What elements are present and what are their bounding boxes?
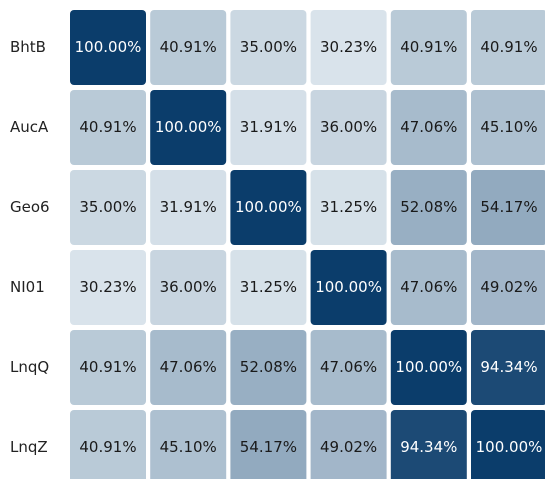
heatmap-cell [471, 410, 545, 479]
row-label: BhtB [10, 38, 46, 56]
heatmap-cell [390, 10, 467, 85]
cell-label: 54.17% [480, 198, 537, 216]
cell-label: 35.00% [240, 38, 297, 56]
heatmap-cell [230, 90, 307, 165]
heatmap-cell [150, 170, 227, 245]
heatmap-cell [230, 250, 307, 325]
heatmap-cell [390, 250, 467, 325]
heatmap-cell [310, 330, 387, 405]
heatmap-cell [230, 410, 307, 479]
cell-label: 31.91% [160, 198, 217, 216]
cell-label: 49.02% [320, 438, 377, 456]
cell-label: 45.10% [480, 118, 537, 136]
heatmap-cell [150, 90, 227, 165]
cell-label: 94.34% [480, 358, 537, 376]
row-label: LnqQ [10, 358, 49, 376]
cell-label: 54.17% [240, 438, 297, 456]
heatmap-cell [310, 250, 387, 325]
cell-label: 52.08% [240, 358, 297, 376]
cell-label: 100.00% [315, 278, 382, 296]
row-label: LnqZ [10, 438, 48, 456]
cell-label: 40.91% [400, 38, 457, 56]
heatmap-cell [310, 90, 387, 165]
cell-label: 36.00% [160, 278, 217, 296]
cell-label: 100.00% [235, 198, 302, 216]
heatmap-cell [310, 170, 387, 245]
heatmap-cell [471, 330, 545, 405]
cell-label: 49.02% [480, 278, 537, 296]
cell-label: 35.00% [79, 198, 136, 216]
row-label: Geo6 [10, 198, 50, 216]
cell-label: 47.06% [320, 358, 377, 376]
heatmap-cell [150, 330, 227, 405]
heatmap-cell [310, 10, 387, 85]
row-label: NI01 [10, 278, 45, 296]
heatmap-cell [150, 250, 227, 325]
heatmap-cell [230, 330, 307, 405]
heatmap-cell [70, 90, 146, 165]
cell-label: 100.00% [395, 358, 462, 376]
heatmap-cell [471, 250, 545, 325]
cell-label: 47.06% [400, 118, 457, 136]
cell-label: 100.00% [476, 438, 543, 456]
heatmap-cell [150, 410, 227, 479]
heatmap-cell [70, 250, 146, 325]
row-label: AucA [10, 118, 49, 136]
heatmap-cell [390, 330, 467, 405]
cell-label: 30.23% [79, 278, 136, 296]
heatmap-cell [471, 170, 545, 245]
heatmap-cell [70, 330, 146, 405]
cell-label: 40.91% [79, 438, 136, 456]
cell-label: 40.91% [79, 118, 136, 136]
heatmap-cell [310, 410, 387, 479]
heatmap-cell [70, 170, 146, 245]
heatmap-cell [390, 170, 467, 245]
cell-label: 94.34% [400, 438, 457, 456]
heatmap-cell [150, 10, 227, 85]
cell-label: 45.10% [160, 438, 217, 456]
cell-label: 100.00% [75, 38, 142, 56]
heatmap-cell [390, 90, 467, 165]
cell-label: 40.91% [480, 38, 537, 56]
heatmap-cell [471, 10, 545, 85]
cell-label: 31.91% [240, 118, 297, 136]
heatmap-cell [471, 90, 545, 165]
cell-label: 40.91% [79, 358, 136, 376]
heatmap-cell [70, 410, 146, 479]
cell-label: 47.06% [160, 358, 217, 376]
cell-label: 36.00% [320, 118, 377, 136]
heatmap-cell [230, 10, 307, 85]
heatmap-cell [70, 10, 146, 85]
cell-label: 100.00% [155, 118, 222, 136]
heatmap-cell [390, 410, 467, 479]
heatmap-cell [230, 170, 307, 245]
cell-label: 31.25% [240, 278, 297, 296]
cell-label: 52.08% [400, 198, 457, 216]
cell-label: 31.25% [320, 198, 377, 216]
cell-label: 40.91% [160, 38, 217, 56]
cell-label: 30.23% [320, 38, 377, 56]
cell-label: 47.06% [400, 278, 457, 296]
